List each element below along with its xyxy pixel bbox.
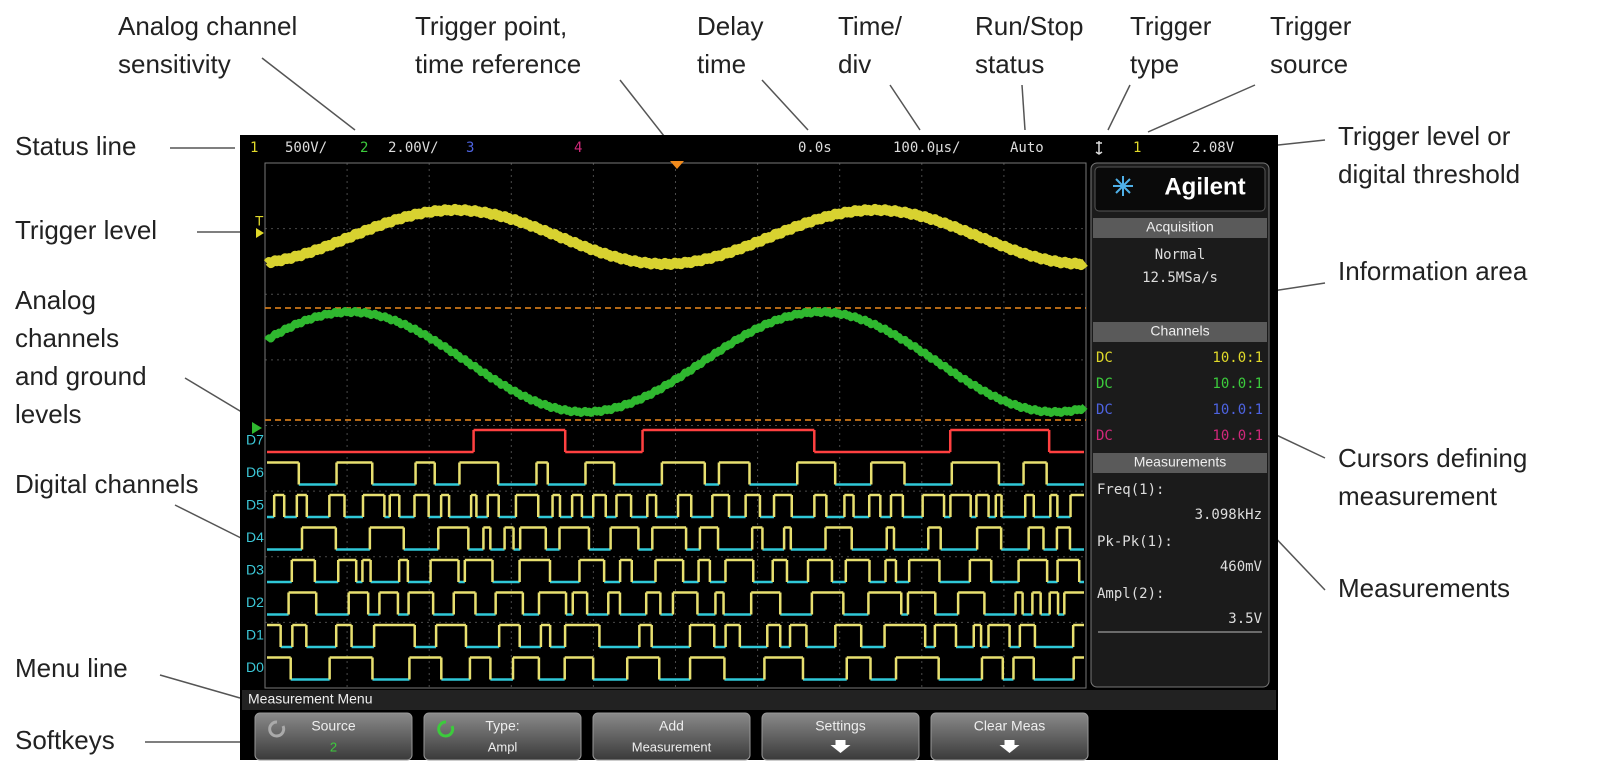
panel-header-text: Measurements — [1134, 454, 1227, 470]
status-item: 1 — [250, 140, 258, 156]
digital-label: D7 — [246, 432, 264, 448]
panel-text: Freq(1): — [1097, 482, 1164, 498]
digital-label: D4 — [246, 529, 264, 545]
annotation: measurement — [1338, 481, 1498, 511]
leader — [1022, 85, 1025, 130]
digital-label: D5 — [246, 497, 264, 513]
digital-label: D3 — [246, 562, 264, 578]
softkey-value: 2 — [330, 739, 337, 754]
annotation: time reference — [415, 49, 581, 79]
annotation: source — [1270, 49, 1348, 79]
annotation: Trigger point, — [415, 11, 567, 41]
annotation: Status line — [15, 131, 136, 161]
status-item: 100.0µs/ — [893, 140, 960, 156]
annotation: levels — [15, 399, 81, 429]
status-item: 3 — [466, 140, 474, 156]
digital-label: D0 — [246, 659, 264, 675]
annotation: Measurements — [1338, 573, 1510, 603]
brand: Agilent — [1164, 173, 1245, 200]
status-item: 2.08V — [1192, 140, 1235, 156]
annotation: status — [975, 49, 1044, 79]
annotation: Digital channels — [15, 469, 199, 499]
panel-header-text: Channels — [1150, 323, 1209, 339]
annotation: div — [838, 49, 871, 79]
digital-label: D6 — [246, 464, 264, 480]
status-item: 500V/ — [285, 140, 327, 156]
info-panel — [1091, 163, 1269, 687]
panel-text: 10.0:1 — [1212, 376, 1263, 392]
leader — [1148, 85, 1255, 132]
menu-line-text: Measurement Menu — [248, 691, 373, 707]
annotation: channels — [15, 323, 119, 353]
annotated-screenshot: 1 500V/2 2.00V/3 4 0.0s 100.0µs/Auto 1 2.08V T D7… — [0, 0, 1615, 784]
panel-text: Normal — [1155, 247, 1206, 263]
panel-text: 3.098kHz — [1195, 507, 1262, 523]
leader — [160, 675, 240, 698]
annotation: Analog — [15, 285, 96, 315]
annotation: sensitivity — [118, 49, 231, 79]
digital-label: D2 — [246, 594, 264, 610]
annotation: Trigger — [1130, 11, 1212, 41]
status-item: 2.00V/ — [388, 140, 439, 156]
softkey-label: Source — [311, 718, 356, 734]
panel-header-text: Acquisition — [1146, 219, 1214, 235]
annotation: time — [697, 49, 746, 79]
panel-text: 460mV — [1220, 559, 1263, 575]
panel-text: 3.5V — [1228, 611, 1262, 627]
softkey-label: Settings — [815, 718, 866, 734]
annotation: Delay — [697, 11, 763, 41]
panel-text: 10.0:1 — [1212, 428, 1263, 444]
annotation: Menu line — [15, 653, 128, 683]
panel-text: DC — [1096, 428, 1113, 444]
annotation: Time/ — [838, 11, 903, 41]
annotation: digital threshold — [1338, 159, 1520, 189]
panel-text: DC — [1096, 350, 1113, 366]
leader — [890, 85, 920, 130]
status-item: 2 — [360, 140, 368, 156]
leader — [262, 58, 355, 130]
annotation: Trigger level or — [1338, 121, 1511, 151]
softkey-label: Type: — [485, 718, 519, 734]
softkey-label: Add — [659, 718, 684, 734]
softkey-value: Ampl — [488, 739, 518, 754]
annotation: Trigger — [1270, 11, 1352, 41]
brand-logo — [1113, 176, 1133, 196]
leader — [175, 505, 245, 540]
status-item: 1 — [1133, 140, 1141, 156]
status-item: 0.0s — [798, 140, 832, 156]
panel-text: 10.0:1 — [1212, 402, 1263, 418]
menu-line — [242, 690, 1276, 710]
panel-text: Pk-Pk(1): — [1097, 534, 1173, 550]
panel-text: 10.0:1 — [1212, 350, 1263, 366]
panel-text: DC — [1096, 376, 1113, 392]
panel-text: DC — [1096, 402, 1113, 418]
annotation: Analog channel — [118, 11, 297, 41]
annotation: Softkeys — [15, 725, 115, 755]
digital-label: D1 — [246, 627, 264, 643]
annotation: Trigger level — [15, 215, 157, 245]
softkey-label: Clear Meas — [974, 718, 1046, 734]
status-item: 4 — [574, 140, 582, 156]
annotation: Information area — [1338, 256, 1528, 286]
trigger-level-marker: T — [255, 213, 264, 229]
panel-text: Ampl(2): — [1097, 586, 1164, 602]
panel-text: 12.5MSa/s — [1142, 270, 1218, 286]
annotation: Run/Stop — [975, 11, 1083, 41]
status-item: Auto — [1010, 140, 1044, 156]
leader — [762, 80, 808, 130]
annotation: type — [1130, 49, 1179, 79]
softkey-value: Measurement — [632, 739, 712, 754]
annotation: Cursors defining — [1338, 443, 1527, 473]
annotation: and ground — [15, 361, 147, 391]
leader — [1108, 85, 1130, 130]
